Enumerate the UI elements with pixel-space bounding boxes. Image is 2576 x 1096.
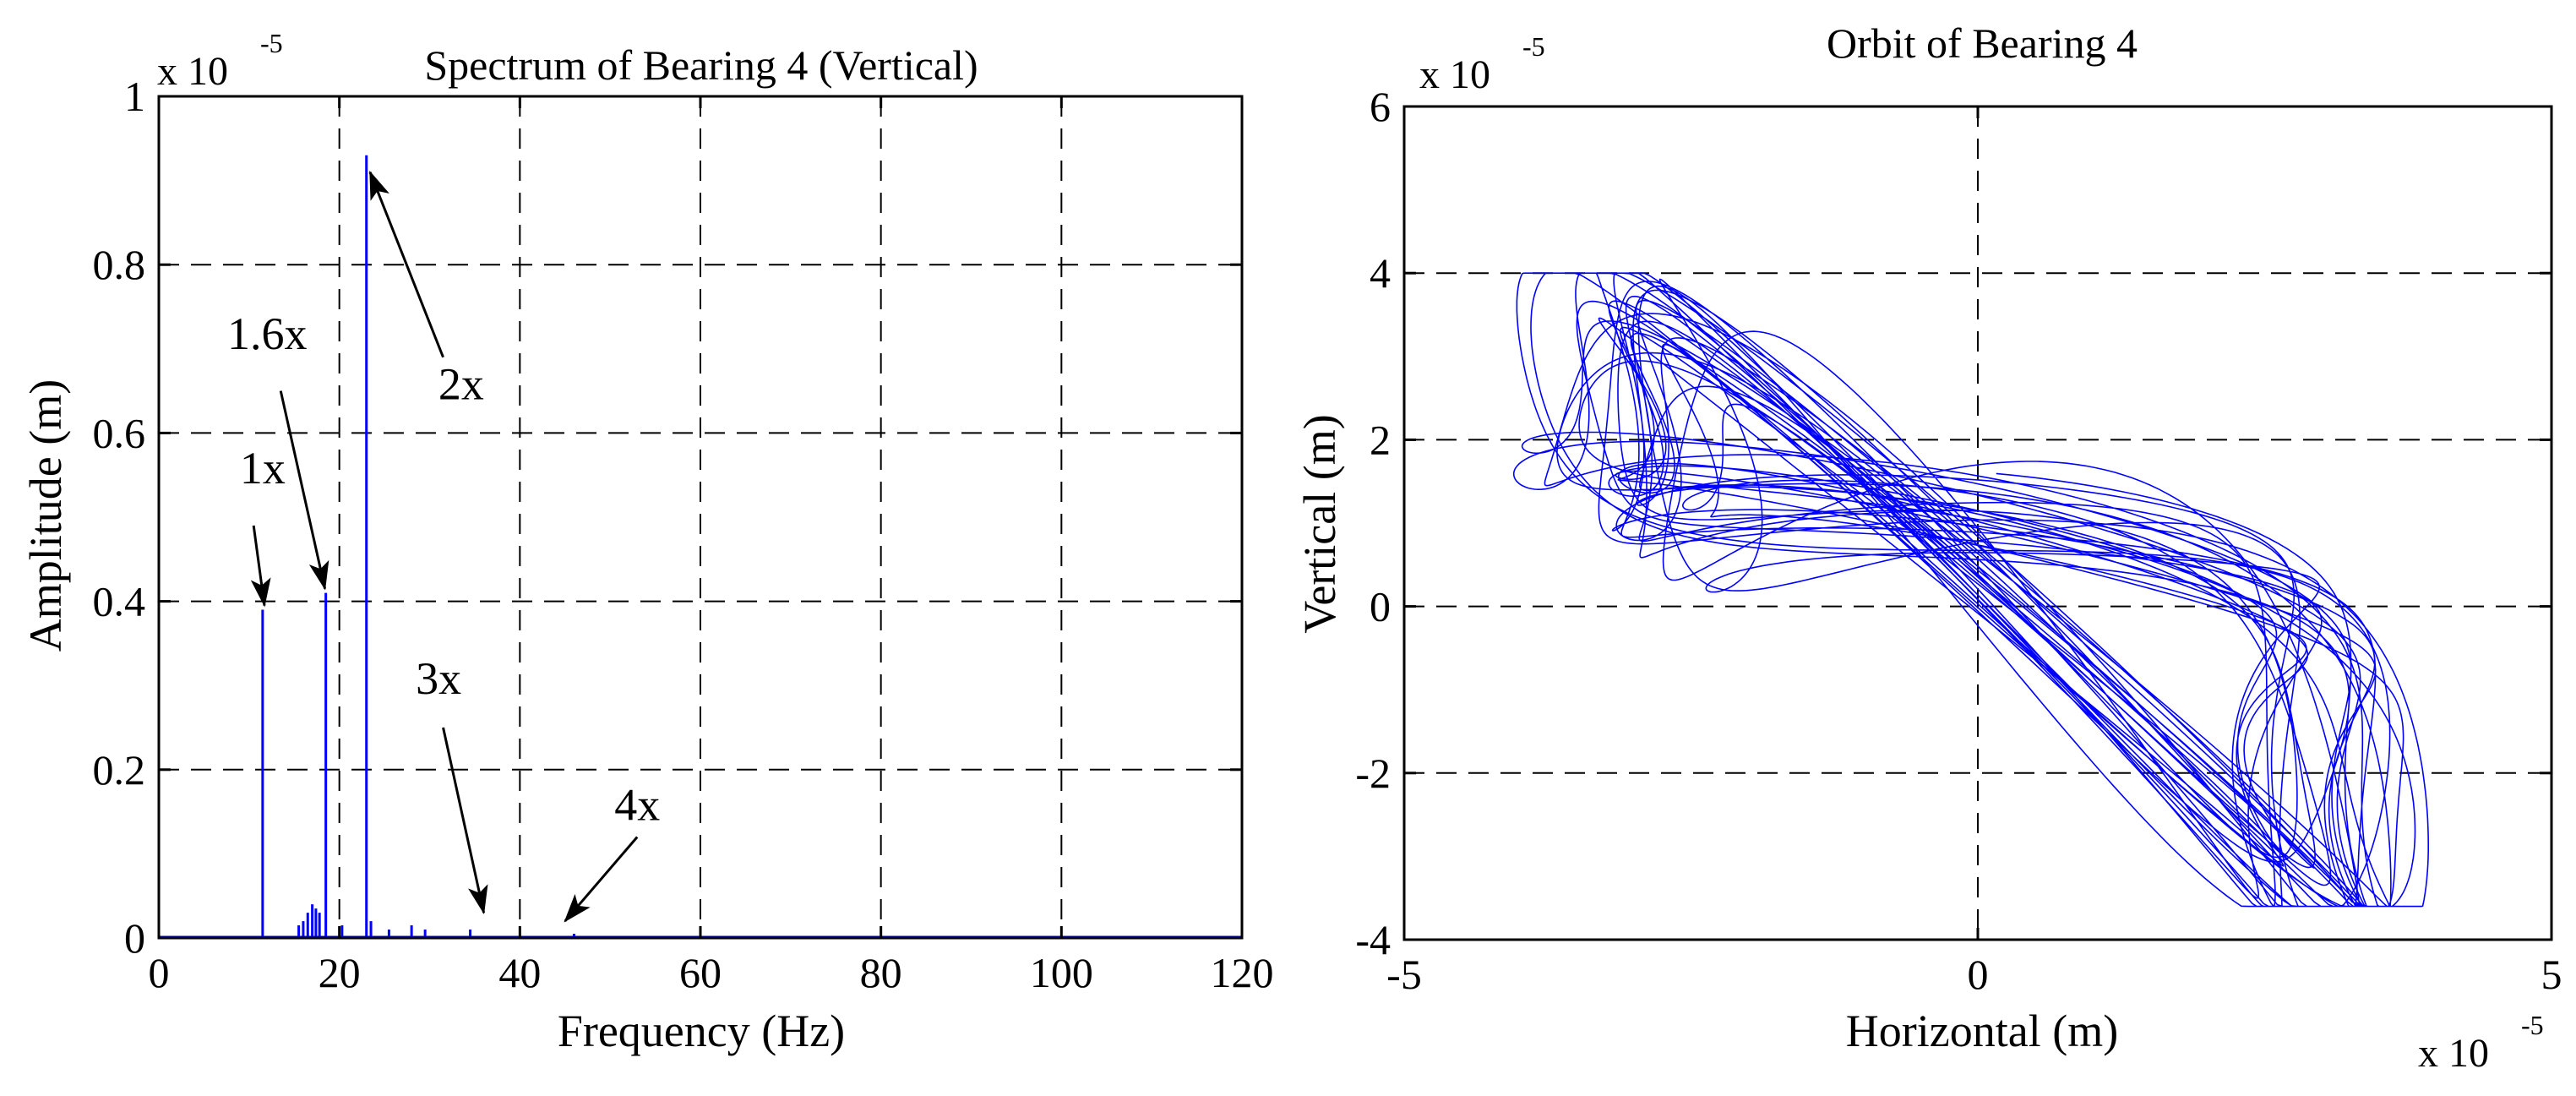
orbit-x-multiplier-base: x 10 bbox=[2418, 1031, 2489, 1076]
orbit-ticks: -5 0 5 -4 -2 0 2 4 6 bbox=[1355, 83, 2562, 998]
annotation-label: 1x bbox=[240, 443, 286, 493]
annotation-arrow bbox=[564, 836, 639, 923]
orbit-trajectory bbox=[1512, 272, 2429, 908]
spectrum-xtick-label: 0 bbox=[149, 949, 170, 996]
annotation-label: 4x bbox=[614, 780, 660, 831]
spectrum-y-multiplier: x 10 -5 bbox=[157, 28, 283, 94]
orbit-xtick-label: -5 bbox=[1386, 951, 1422, 998]
annotation-arrow bbox=[442, 727, 488, 915]
annotation-label: 1.6x bbox=[227, 308, 308, 359]
spectrum-ytick-label: 0.2 bbox=[93, 746, 146, 793]
spectrum-chart: 0 20 40 60 80 100 120 0 0.2 0.4 0.6 0.8 1 1x 1.6x 2x 3x… bbox=[20, 28, 1274, 1056]
orbit-x-multiplier-exponent: -5 bbox=[2521, 1010, 2544, 1040]
spectrum-y-multiplier-exponent: -5 bbox=[260, 28, 283, 58]
orbit-xtick-label: 0 bbox=[1968, 951, 1989, 998]
orbit-xlabel: Horizontal (m) bbox=[1846, 1006, 2118, 1056]
spectrum-xlabel: Frequency (Hz) bbox=[558, 1006, 845, 1056]
spectrum-ytick-label: 0.6 bbox=[93, 409, 146, 456]
spectrum-ytick-label: 0 bbox=[124, 914, 145, 962]
orbit-ylabel: Vertical (m) bbox=[1294, 414, 1345, 633]
orbit-ytick-label: -2 bbox=[1355, 750, 1391, 797]
spectrum-grid bbox=[159, 96, 1242, 938]
spectrum-ylabel: Amplitude (m) bbox=[20, 379, 71, 652]
orbit-ytick-label: -4 bbox=[1355, 916, 1391, 963]
orbit-y-multiplier-base: x 10 bbox=[1419, 52, 1490, 97]
annotation-arrow bbox=[279, 390, 329, 591]
orbit-plot bbox=[1512, 272, 2429, 908]
orbit-y-multiplier-exponent: -5 bbox=[1522, 31, 1545, 62]
orbit-x-multiplier: x 10 -5 bbox=[2418, 1010, 2544, 1076]
orbit-ytick-label: 2 bbox=[1370, 416, 1391, 463]
orbit-ytick-label: 6 bbox=[1370, 83, 1391, 130]
orbit-chart: -5 0 5 -4 -2 0 2 4 6 Orbit of Bearing 4 Horizont… bbox=[1294, 19, 2562, 1076]
annotation-label: 2x bbox=[438, 359, 484, 410]
orbit-ytick-label: 0 bbox=[1370, 583, 1391, 630]
spectrum-ytick-label: 0.8 bbox=[93, 241, 146, 288]
spectrum-xtick-label: 20 bbox=[319, 949, 361, 996]
spectrum-annotations: 1x 1.6x 2x 3x 4x bbox=[227, 170, 660, 923]
spectrum-xtick-label: 100 bbox=[1030, 949, 1093, 996]
orbit-title: Orbit of Bearing 4 bbox=[1827, 19, 2138, 67]
spectrum-y-multiplier-base: x 10 bbox=[157, 49, 228, 94]
orbit-xtick-label: 5 bbox=[2541, 951, 2562, 998]
orbit-ytick-label: 4 bbox=[1370, 249, 1391, 297]
annotation-arrow bbox=[250, 525, 271, 608]
spectrum-ytick-label: 0.4 bbox=[93, 578, 146, 625]
spectrum-xtick-label: 120 bbox=[1211, 949, 1274, 996]
annotation-arrow bbox=[368, 170, 444, 358]
annotation-label: 3x bbox=[416, 653, 461, 704]
spectrum-ytick-label: 1 bbox=[124, 73, 145, 120]
orbit-y-multiplier: x 10 -5 bbox=[1419, 31, 1545, 97]
spectrum-xtick-label: 80 bbox=[860, 949, 902, 996]
spectrum-title: Spectrum of Bearing 4 (Vertical) bbox=[424, 41, 978, 89]
orbit-grid bbox=[1404, 106, 2551, 940]
spectrum-ticks: 0 20 40 60 80 100 120 0 0.2 0.4 0.6 0.8 1 bbox=[93, 73, 1274, 996]
spectrum-xtick-label: 60 bbox=[679, 949, 722, 996]
spectrum-xtick-label: 40 bbox=[498, 949, 541, 996]
